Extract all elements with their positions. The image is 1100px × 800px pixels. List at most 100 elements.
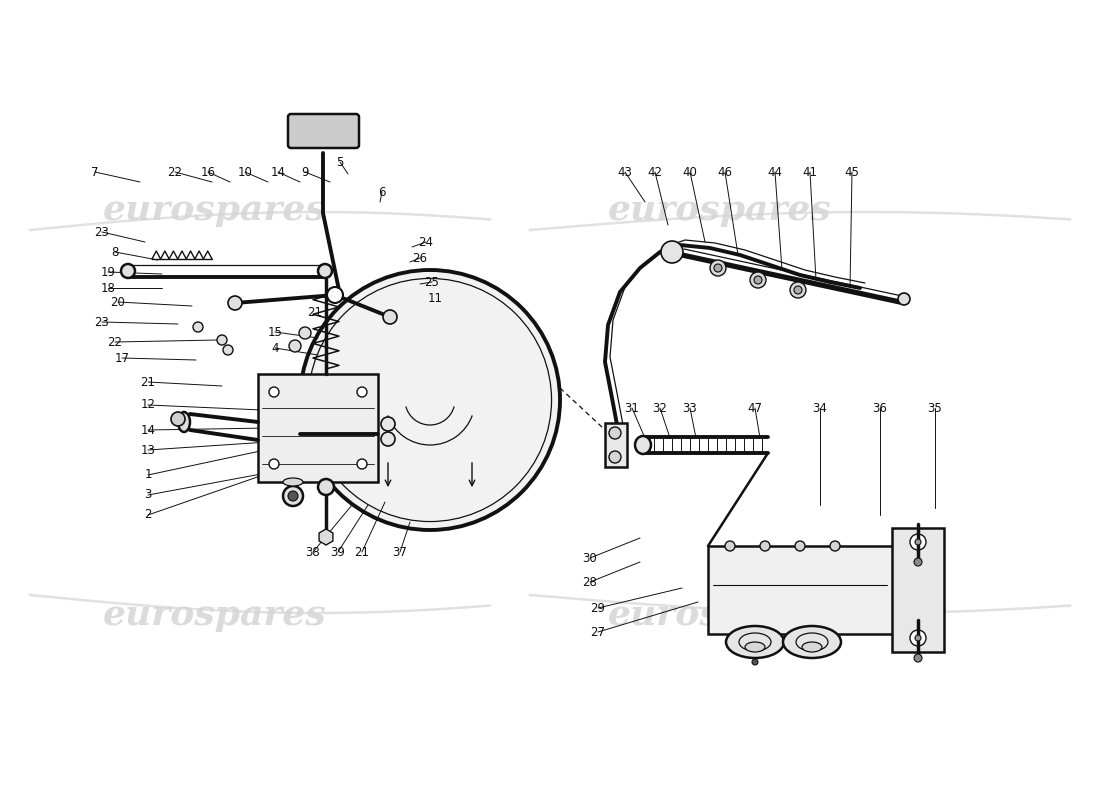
Circle shape	[725, 541, 735, 551]
Circle shape	[794, 286, 802, 294]
Text: 15: 15	[267, 326, 283, 338]
Circle shape	[914, 654, 922, 662]
Circle shape	[714, 264, 722, 272]
Circle shape	[299, 327, 311, 339]
Text: 37: 37	[393, 546, 407, 558]
Text: 21: 21	[354, 546, 370, 558]
Circle shape	[192, 322, 204, 332]
Circle shape	[795, 541, 805, 551]
Ellipse shape	[726, 626, 784, 658]
Text: 30: 30	[583, 551, 597, 565]
Circle shape	[910, 534, 926, 550]
Text: 35: 35	[927, 402, 943, 414]
Polygon shape	[319, 529, 333, 545]
Circle shape	[910, 630, 926, 646]
Text: 25: 25	[425, 275, 439, 289]
Text: 16: 16	[200, 166, 216, 178]
Text: 11: 11	[428, 291, 442, 305]
FancyBboxPatch shape	[258, 374, 378, 482]
Circle shape	[790, 282, 806, 298]
Text: 43: 43	[617, 166, 632, 178]
Text: 36: 36	[872, 402, 888, 414]
Text: 42: 42	[648, 166, 662, 178]
Text: 12: 12	[141, 398, 155, 411]
Circle shape	[381, 417, 395, 431]
Circle shape	[288, 491, 298, 501]
Ellipse shape	[635, 436, 651, 454]
Circle shape	[914, 558, 922, 566]
Text: 26: 26	[412, 251, 428, 265]
Text: 21: 21	[308, 306, 322, 318]
Text: 9: 9	[301, 166, 309, 178]
Ellipse shape	[121, 264, 135, 278]
Text: 5: 5	[337, 155, 343, 169]
Text: 46: 46	[717, 166, 733, 178]
Text: 33: 33	[683, 402, 697, 414]
Circle shape	[752, 659, 758, 665]
Text: 7: 7	[91, 166, 99, 178]
Text: 28: 28	[583, 575, 597, 589]
Circle shape	[381, 432, 395, 446]
Text: 1: 1	[144, 469, 152, 482]
Text: 2: 2	[144, 509, 152, 522]
Text: 29: 29	[591, 602, 605, 614]
Circle shape	[710, 260, 726, 276]
Circle shape	[283, 486, 302, 506]
Text: eurospares: eurospares	[103, 598, 327, 632]
Circle shape	[609, 451, 622, 463]
Circle shape	[830, 541, 840, 551]
Circle shape	[270, 387, 279, 397]
Circle shape	[754, 276, 762, 284]
FancyBboxPatch shape	[708, 546, 893, 634]
Text: 23: 23	[95, 226, 109, 238]
Circle shape	[223, 345, 233, 355]
Circle shape	[915, 539, 921, 545]
Ellipse shape	[300, 270, 560, 530]
Text: 45: 45	[845, 166, 859, 178]
Circle shape	[217, 335, 227, 345]
Circle shape	[170, 412, 185, 426]
Text: 41: 41	[803, 166, 817, 178]
Circle shape	[760, 541, 770, 551]
Circle shape	[228, 296, 242, 310]
Ellipse shape	[783, 626, 842, 658]
Circle shape	[915, 635, 921, 641]
Ellipse shape	[802, 642, 822, 652]
Text: 24: 24	[418, 235, 433, 249]
Text: 20: 20	[111, 295, 125, 309]
Text: 4: 4	[272, 342, 278, 354]
Circle shape	[270, 459, 279, 469]
Text: 22: 22	[108, 335, 122, 349]
Circle shape	[358, 459, 367, 469]
Circle shape	[327, 287, 343, 303]
Text: 44: 44	[768, 166, 782, 178]
Text: eurospares: eurospares	[608, 598, 832, 632]
Circle shape	[661, 241, 683, 263]
Ellipse shape	[318, 264, 332, 278]
Circle shape	[289, 340, 301, 352]
Text: 14: 14	[141, 423, 155, 437]
Text: 17: 17	[114, 351, 130, 365]
Circle shape	[609, 427, 622, 439]
Text: 22: 22	[167, 166, 183, 178]
FancyBboxPatch shape	[605, 423, 627, 467]
Text: eurospares: eurospares	[103, 193, 327, 227]
Ellipse shape	[178, 412, 190, 432]
Text: 47: 47	[748, 402, 762, 414]
Text: 23: 23	[95, 315, 109, 329]
Text: 18: 18	[100, 282, 116, 294]
Text: 10: 10	[238, 166, 252, 178]
Text: 34: 34	[813, 402, 827, 414]
Text: 13: 13	[141, 443, 155, 457]
Text: 19: 19	[100, 266, 116, 278]
Ellipse shape	[745, 642, 764, 652]
Circle shape	[898, 293, 910, 305]
Circle shape	[750, 272, 766, 288]
Text: 38: 38	[306, 546, 320, 558]
Text: 32: 32	[652, 402, 668, 414]
FancyBboxPatch shape	[892, 528, 944, 652]
Text: 39: 39	[331, 546, 345, 558]
Text: 27: 27	[591, 626, 605, 638]
Text: 3: 3	[144, 489, 152, 502]
Text: 40: 40	[683, 166, 697, 178]
